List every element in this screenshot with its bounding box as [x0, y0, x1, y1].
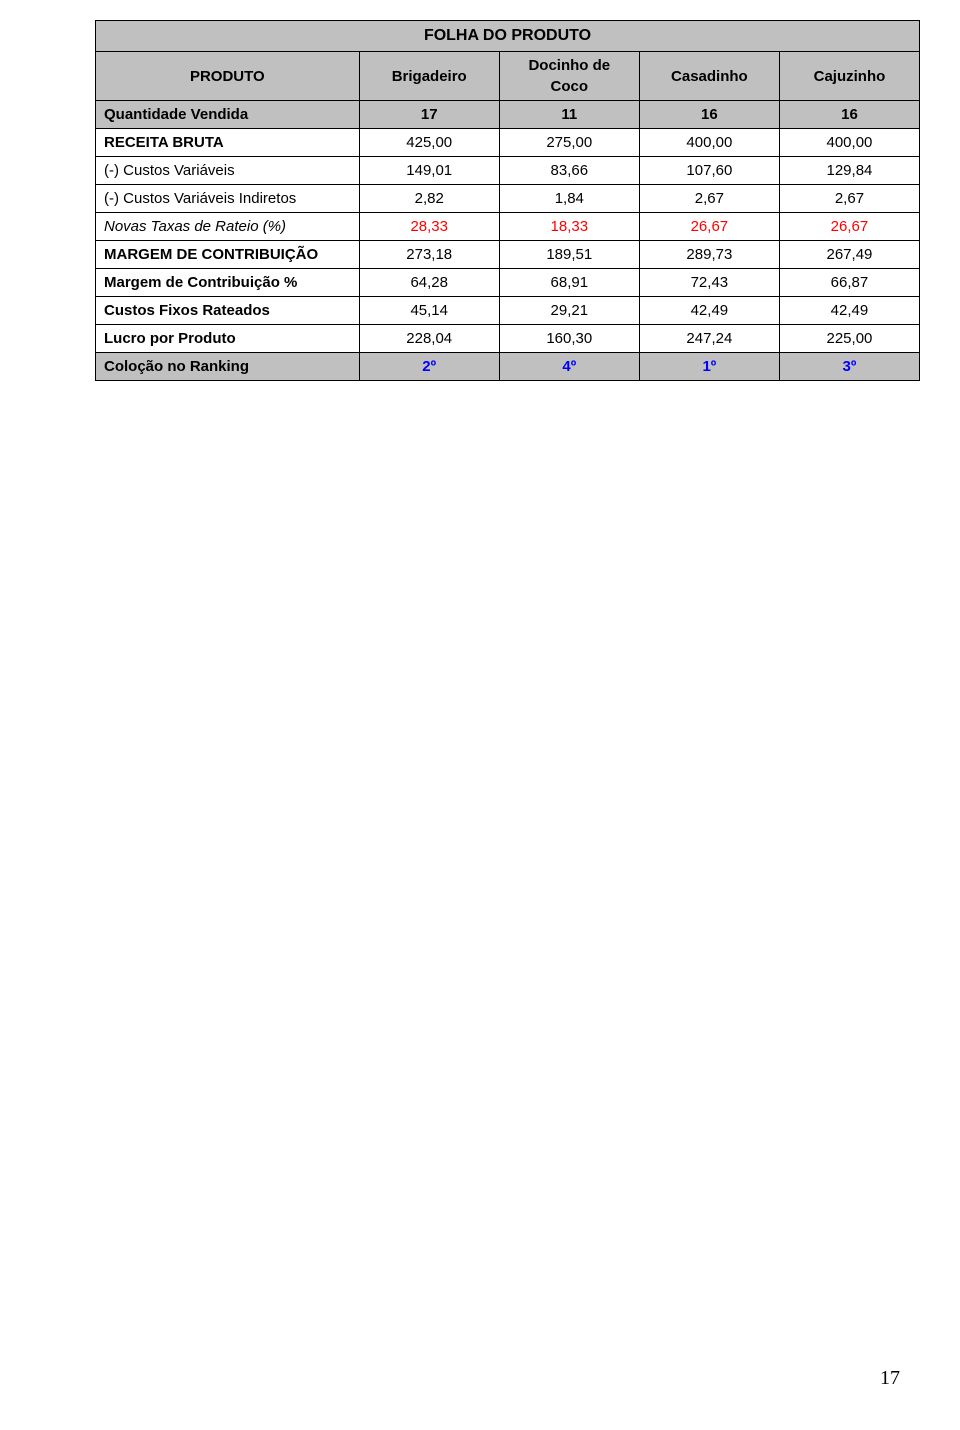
row-value: 129,84	[779, 157, 919, 185]
row-label: Coloção no Ranking	[96, 353, 360, 381]
row-label: MARGEM DE CONTRIBUIÇÃO	[96, 241, 360, 269]
row-value: 160,30	[499, 325, 639, 353]
table-row: Custos Fixos Rateados 45,14 29,21 42,49 …	[96, 297, 920, 325]
row-value: 2,82	[359, 185, 499, 213]
row-label: (-) Custos Variáveis Indiretos	[96, 185, 360, 213]
row-value: 273,18	[359, 241, 499, 269]
row-value: 2,67	[639, 185, 779, 213]
row-value: 16	[779, 101, 919, 129]
row-value: 83,66	[499, 157, 639, 185]
row-value: 275,00	[499, 129, 639, 157]
column-header-product-2: Casadinho	[639, 52, 779, 101]
table-row: RECEITA BRUTA 425,00 275,00 400,00 400,0…	[96, 129, 920, 157]
row-value: 4º	[499, 353, 639, 381]
row-value: 189,51	[499, 241, 639, 269]
row-value: 225,00	[779, 325, 919, 353]
row-value: 107,60	[639, 157, 779, 185]
row-value: 26,67	[779, 213, 919, 241]
row-value: 1,84	[499, 185, 639, 213]
column-header-product-1: Docinho de Coco	[499, 52, 639, 101]
row-value: 42,49	[639, 297, 779, 325]
row-label: Custos Fixos Rateados	[96, 297, 360, 325]
row-value: 400,00	[779, 129, 919, 157]
row-label: Novas Taxas de Rateio (%)	[96, 213, 360, 241]
row-value: 64,28	[359, 269, 499, 297]
table-row: Margem de Contribuição % 64,28 68,91 72,…	[96, 269, 920, 297]
column-header-produto: PRODUTO	[96, 52, 360, 101]
product-sheet-table: FOLHA DO PRODUTO PRODUTO Brigadeiro Doci…	[95, 20, 920, 381]
row-value: 72,43	[639, 269, 779, 297]
row-value: 3º	[779, 353, 919, 381]
row-value: 289,73	[639, 241, 779, 269]
row-label: Lucro por Produto	[96, 325, 360, 353]
page-number: 17	[880, 1367, 900, 1390]
row-label: RECEITA BRUTA	[96, 129, 360, 157]
table-title: FOLHA DO PRODUTO	[96, 21, 920, 52]
table-row-ranking: Coloção no Ranking 2º 4º 1º 3º	[96, 353, 920, 381]
row-value: 267,49	[779, 241, 919, 269]
row-value: 228,04	[359, 325, 499, 353]
row-value: 400,00	[639, 129, 779, 157]
row-value: 149,01	[359, 157, 499, 185]
row-value: 2,67	[779, 185, 919, 213]
row-label: Margem de Contribuição %	[96, 269, 360, 297]
row-value: 26,67	[639, 213, 779, 241]
row-value: 68,91	[499, 269, 639, 297]
column-header-product-0: Brigadeiro	[359, 52, 499, 101]
table-row: Lucro por Produto 228,04 160,30 247,24 2…	[96, 325, 920, 353]
table-row: (-) Custos Variáveis 149,01 83,66 107,60…	[96, 157, 920, 185]
row-value: 28,33	[359, 213, 499, 241]
row-value: 425,00	[359, 129, 499, 157]
row-value: 18,33	[499, 213, 639, 241]
row-value: 247,24	[639, 325, 779, 353]
row-value: 17	[359, 101, 499, 129]
row-value: 2º	[359, 353, 499, 381]
row-value: 66,87	[779, 269, 919, 297]
table-row: MARGEM DE CONTRIBUIÇÃO 273,18 189,51 289…	[96, 241, 920, 269]
row-value: 11	[499, 101, 639, 129]
row-value: 42,49	[779, 297, 919, 325]
table-row: (-) Custos Variáveis Indiretos 2,82 1,84…	[96, 185, 920, 213]
row-value: 16	[639, 101, 779, 129]
row-label: (-) Custos Variáveis	[96, 157, 360, 185]
table-title-row: FOLHA DO PRODUTO	[96, 21, 920, 52]
row-label: Quantidade Vendida	[96, 101, 360, 129]
row-value: 29,21	[499, 297, 639, 325]
row-value: 45,14	[359, 297, 499, 325]
table-header-row: PRODUTO Brigadeiro Docinho de Coco Casad…	[96, 52, 920, 101]
table-row: Novas Taxas de Rateio (%) 28,33 18,33 26…	[96, 213, 920, 241]
column-header-product-3: Cajuzinho	[779, 52, 919, 101]
table-row: Quantidade Vendida 17 11 16 16	[96, 101, 920, 129]
row-value: 1º	[639, 353, 779, 381]
